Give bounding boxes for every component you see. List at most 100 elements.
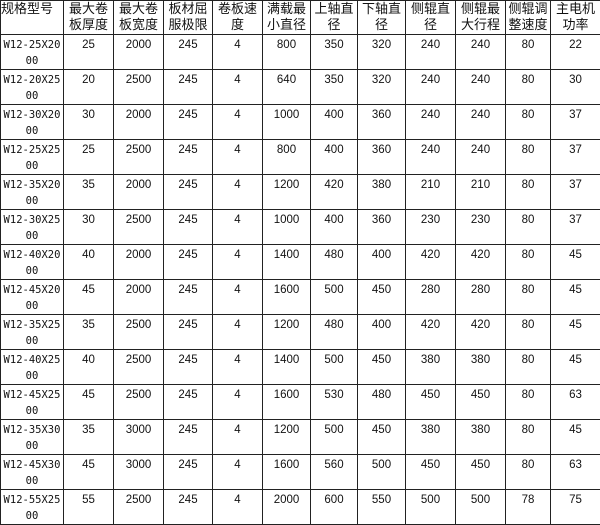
value-cell: 1200 xyxy=(263,175,311,210)
value-cell: 3000 xyxy=(114,455,164,490)
value-cell: 380 xyxy=(456,420,506,455)
value-cell: 245 xyxy=(164,455,213,490)
value-cell: 80 xyxy=(506,35,551,70)
value-cell: 420 xyxy=(311,175,358,210)
value-cell: 245 xyxy=(164,175,213,210)
value-cell: 80 xyxy=(506,70,551,105)
value-cell: 80 xyxy=(506,245,551,280)
value-cell: 245 xyxy=(164,210,213,245)
value-cell: 1000 xyxy=(263,105,311,140)
value-cell: 25 xyxy=(64,140,114,175)
value-cell: 500 xyxy=(311,420,358,455)
value-cell: 3000 xyxy=(114,420,164,455)
value-cell: 30 xyxy=(551,70,600,105)
value-cell: 30 xyxy=(64,210,114,245)
value-cell: 2000 xyxy=(114,280,164,315)
value-cell: 55 xyxy=(64,490,114,525)
value-cell: 4 xyxy=(213,315,263,350)
value-cell: 450 xyxy=(358,350,406,385)
value-cell: 1600 xyxy=(263,385,311,420)
model-cell: W12-40X2000 xyxy=(1,245,64,280)
column-header: 上轴直径 xyxy=(311,1,358,35)
model-cell: W12-35X3000 xyxy=(1,420,64,455)
header-row: 规格型号最大卷板厚度最大卷板宽度板材屈服极限卷板速度满载最小直径上轴直径下轴直径… xyxy=(1,1,600,35)
value-cell: 380 xyxy=(456,350,506,385)
value-cell: 78 xyxy=(506,490,551,525)
value-cell: 420 xyxy=(406,315,456,350)
model-cell: W12-45X2000 xyxy=(1,280,64,315)
value-cell: 2500 xyxy=(114,70,164,105)
value-cell: 4 xyxy=(213,385,263,420)
value-cell: 500 xyxy=(311,350,358,385)
value-cell: 240 xyxy=(406,105,456,140)
value-cell: 2000 xyxy=(263,490,311,525)
value-cell: 500 xyxy=(311,280,358,315)
value-cell: 80 xyxy=(506,385,551,420)
value-cell: 2000 xyxy=(114,35,164,70)
value-cell: 45 xyxy=(551,280,600,315)
value-cell: 400 xyxy=(358,315,406,350)
value-cell: 37 xyxy=(551,175,600,210)
value-cell: 240 xyxy=(456,70,506,105)
value-cell: 40 xyxy=(64,245,114,280)
value-cell: 35 xyxy=(64,175,114,210)
value-cell: 245 xyxy=(164,70,213,105)
value-cell: 500 xyxy=(456,490,506,525)
value-cell: 4 xyxy=(213,105,263,140)
value-cell: 63 xyxy=(551,455,600,490)
model-cell: W12-45X3000 xyxy=(1,455,64,490)
value-cell: 2500 xyxy=(114,385,164,420)
value-cell: 45 xyxy=(551,245,600,280)
value-cell: 4 xyxy=(213,140,263,175)
value-cell: 63 xyxy=(551,385,600,420)
value-cell: 1600 xyxy=(263,280,311,315)
column-header: 侧辊最大行程 xyxy=(456,1,506,35)
value-cell: 80 xyxy=(506,175,551,210)
value-cell: 240 xyxy=(456,140,506,175)
value-cell: 480 xyxy=(358,385,406,420)
value-cell: 320 xyxy=(358,35,406,70)
value-cell: 45 xyxy=(551,315,600,350)
value-cell: 500 xyxy=(406,490,456,525)
value-cell: 1400 xyxy=(263,245,311,280)
value-cell: 40 xyxy=(64,350,114,385)
value-cell: 480 xyxy=(311,315,358,350)
value-cell: 350 xyxy=(311,35,358,70)
value-cell: 20 xyxy=(64,70,114,105)
value-cell: 80 xyxy=(506,105,551,140)
value-cell: 210 xyxy=(406,175,456,210)
value-cell: 400 xyxy=(311,105,358,140)
value-cell: 240 xyxy=(456,105,506,140)
value-cell: 450 xyxy=(456,385,506,420)
value-cell: 450 xyxy=(456,455,506,490)
value-cell: 420 xyxy=(406,245,456,280)
value-cell: 450 xyxy=(406,385,456,420)
value-cell: 80 xyxy=(506,140,551,175)
value-cell: 800 xyxy=(263,35,311,70)
value-cell: 4 xyxy=(213,280,263,315)
value-cell: 2500 xyxy=(114,315,164,350)
value-cell: 245 xyxy=(164,385,213,420)
value-cell: 380 xyxy=(406,420,456,455)
value-cell: 240 xyxy=(406,70,456,105)
value-cell: 380 xyxy=(406,350,456,385)
value-cell: 245 xyxy=(164,420,213,455)
value-cell: 400 xyxy=(311,210,358,245)
value-cell: 4 xyxy=(213,350,263,385)
value-cell: 80 xyxy=(506,280,551,315)
value-cell: 1600 xyxy=(263,455,311,490)
column-header: 规格型号 xyxy=(1,1,64,35)
value-cell: 210 xyxy=(456,175,506,210)
value-cell: 280 xyxy=(406,280,456,315)
model-cell: W12-25X2500 xyxy=(1,140,64,175)
value-cell: 4 xyxy=(213,455,263,490)
value-cell: 25 xyxy=(64,35,114,70)
column-header: 最大卷板宽度 xyxy=(114,1,164,35)
value-cell: 2000 xyxy=(114,245,164,280)
